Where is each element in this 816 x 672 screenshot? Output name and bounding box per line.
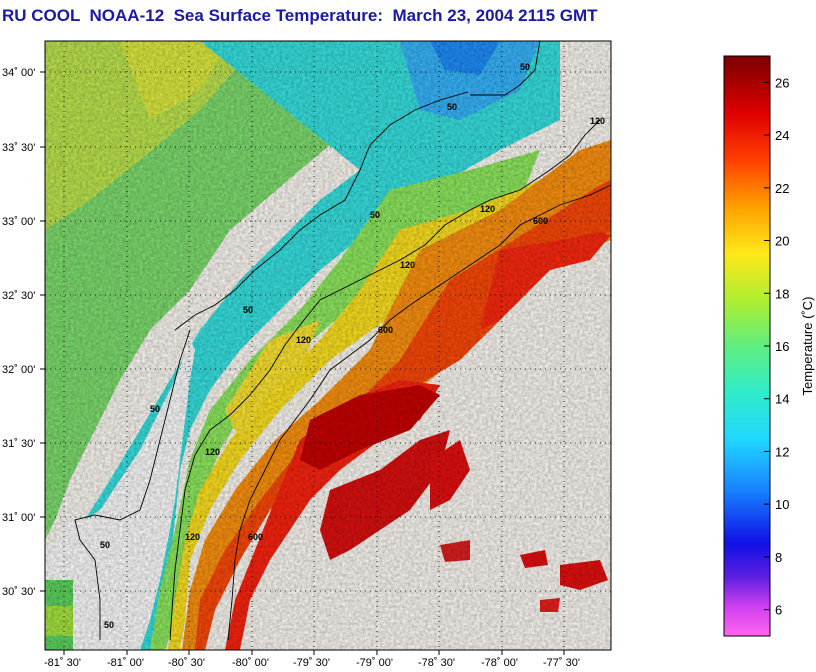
- colorbar-gradient: [723, 55, 771, 637]
- lat-label: 30˚ 30': [2, 586, 35, 598]
- map-title: RU COOL NOAA-12 Sea Surface Temperature:…: [2, 6, 598, 25]
- contour-coast: [470, 40, 541, 96]
- colorbar-tick-label: 14: [775, 392, 789, 407]
- colorbar-tick-label: 22: [775, 181, 789, 196]
- contour-label: 600: [248, 532, 263, 542]
- map-frame: [44, 40, 612, 651]
- contour-label: 120: [480, 204, 495, 214]
- contour-label: 120: [205, 447, 220, 457]
- colorbar-ticks: 6 8 10 12 14 16 18 20 22 24 26: [764, 75, 789, 618]
- latitude-labels: 34˚ 00' 33˚ 30' 33˚ 00' 32˚ 30' 32˚ 00' …: [2, 67, 35, 598]
- colorbar-tick-label: 16: [775, 339, 789, 354]
- colorbar-tick-label: 18: [775, 286, 789, 301]
- lon-label: -81˚ 30': [44, 657, 81, 669]
- lat-label: 31˚ 00': [2, 512, 35, 524]
- contour-label: 120: [185, 532, 200, 542]
- lon-label: -77˚ 30': [543, 657, 580, 669]
- contour-50m-inner: [74, 329, 191, 640]
- colorbar-tick-label: 6: [775, 603, 782, 618]
- lon-label: -80˚ 00': [232, 657, 269, 669]
- colorbar-tick-label: 24: [775, 128, 789, 143]
- contour-label: 50: [243, 305, 253, 315]
- colorbar-tick-label: 26: [775, 75, 789, 90]
- contour-label: 120: [590, 116, 605, 126]
- lat-label: 31˚ 30': [2, 438, 35, 450]
- isobath-contours: [74, 40, 612, 641]
- colorbar-tick-label: 12: [775, 444, 789, 459]
- lon-label: -79˚ 00': [356, 657, 393, 669]
- contour-label: 50: [104, 620, 114, 630]
- contour-50m: [174, 91, 469, 331]
- contour-600m: [227, 184, 612, 641]
- lon-label: -80˚ 30': [168, 657, 205, 669]
- lon-label: -81˚ 00': [107, 657, 144, 669]
- lon-label: -78˚ 00': [481, 657, 518, 669]
- lon-label: -79˚ 30': [293, 657, 330, 669]
- contour-label: 120: [400, 260, 415, 270]
- contour-label: 50: [520, 62, 530, 72]
- lat-label: 32˚ 30': [2, 290, 35, 302]
- lat-label: 34˚ 00': [2, 67, 35, 79]
- colorbar-tick-label: 10: [775, 497, 789, 512]
- longitude-labels: -81˚ 30' -81˚ 00' -80˚ 30' -80˚ 00' -79˚…: [44, 657, 580, 669]
- contour-label: 50: [370, 210, 380, 220]
- lat-label: 33˚ 00': [2, 216, 35, 228]
- contour-label: 50: [447, 102, 457, 112]
- colorbar-label: Temperature (˚C): [800, 297, 815, 396]
- contour-label: 50: [100, 540, 110, 550]
- contour-label: 50: [150, 404, 160, 414]
- colorbar: 6 8 10 12 14 16 18 20 22 24 26 Temperature (˚C): [723, 55, 815, 637]
- lat-label: 32˚ 00': [2, 364, 35, 376]
- contour-label: 120: [296, 335, 311, 345]
- lon-label: -78˚ 30': [418, 657, 455, 669]
- contour-label: 600: [378, 325, 393, 335]
- colorbar-tick-label: 20: [775, 234, 789, 249]
- colorbar-tick-label: 8: [775, 550, 782, 565]
- lat-label: 33˚ 30': [2, 142, 35, 154]
- sst-field: [45, 41, 611, 650]
- contour-120m: [169, 119, 601, 641]
- axis-ticks: [40, 71, 565, 655]
